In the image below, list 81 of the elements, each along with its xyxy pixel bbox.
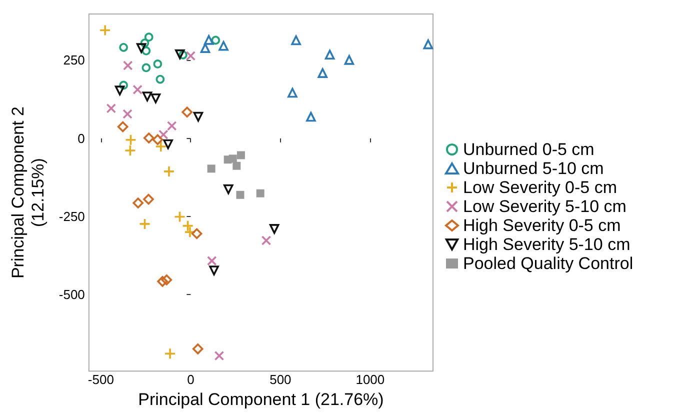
point — [228, 154, 237, 163]
point — [256, 189, 264, 198]
point — [143, 132, 154, 144]
point — [175, 49, 185, 60]
point — [119, 43, 128, 52]
point — [142, 63, 151, 72]
point — [106, 103, 116, 114]
x-tick-label: 1000 — [356, 372, 385, 388]
point — [122, 60, 133, 70]
legend-label: Unburned 0-5 cm — [463, 140, 594, 159]
point — [142, 46, 151, 56]
point — [136, 43, 146, 53]
point — [158, 130, 168, 140]
x-tick-label: -500 — [88, 372, 114, 388]
point — [132, 198, 144, 208]
legend-label: Unburned 5-10 cm — [463, 159, 604, 178]
point — [178, 50, 188, 60]
point — [291, 35, 301, 46]
point — [423, 39, 434, 50]
point — [163, 166, 175, 178]
point — [344, 55, 354, 65]
point — [193, 112, 204, 122]
point — [124, 134, 137, 146]
point — [119, 80, 128, 90]
point — [164, 348, 176, 360]
point — [152, 134, 164, 145]
point — [154, 140, 167, 152]
point — [163, 139, 173, 150]
point — [236, 190, 244, 199]
y-tick-label: 250 — [63, 52, 85, 68]
point — [211, 36, 220, 45]
point — [138, 218, 151, 230]
point — [132, 84, 142, 95]
point — [157, 276, 168, 287]
point — [207, 164, 216, 173]
point — [174, 210, 186, 223]
point — [324, 50, 335, 60]
point — [306, 112, 316, 122]
legend-label: Low Severity 0-5 cm — [463, 178, 617, 197]
point — [124, 144, 136, 156]
point — [140, 38, 150, 48]
point — [143, 194, 154, 205]
point — [192, 344, 204, 354]
point — [122, 109, 132, 119]
point — [161, 274, 172, 286]
legend-label: Low Severity 5-10 cm — [463, 197, 626, 216]
point — [153, 60, 162, 68]
legend-label: High Severity 0-5 cm — [463, 216, 621, 235]
point — [214, 350, 224, 361]
point — [288, 88, 298, 98]
point — [209, 266, 219, 276]
y-tick-label: -500 — [58, 287, 85, 302]
point — [186, 50, 196, 61]
point — [150, 93, 161, 104]
x-tick-label: 0 — [187, 372, 194, 388]
legend-label: High Severity 5-10 cm — [463, 235, 630, 254]
point — [182, 106, 192, 118]
point — [269, 224, 280, 234]
point — [117, 121, 128, 132]
y-tick-label: -250 — [58, 208, 85, 224]
legend-label: Pooled Quality Control — [463, 254, 634, 273]
y-axis-title: Principal Component 2 (12.15%) — [8, 106, 48, 279]
point — [206, 256, 217, 266]
point — [191, 228, 202, 240]
point — [236, 151, 245, 160]
point — [261, 236, 272, 246]
point — [144, 32, 154, 42]
point — [200, 43, 210, 53]
point — [99, 24, 111, 36]
point — [114, 86, 125, 96]
point — [142, 92, 152, 102]
point — [223, 184, 234, 194]
y-tick-label: 0 — [78, 130, 85, 146]
point — [218, 40, 228, 51]
point — [204, 35, 214, 45]
point — [166, 120, 177, 131]
point — [232, 162, 241, 170]
x-tick-label: 500 — [270, 372, 292, 388]
point — [318, 68, 328, 78]
x-axis-title: Principal Component 1 (21.76%) — [138, 390, 384, 409]
point — [156, 74, 165, 84]
